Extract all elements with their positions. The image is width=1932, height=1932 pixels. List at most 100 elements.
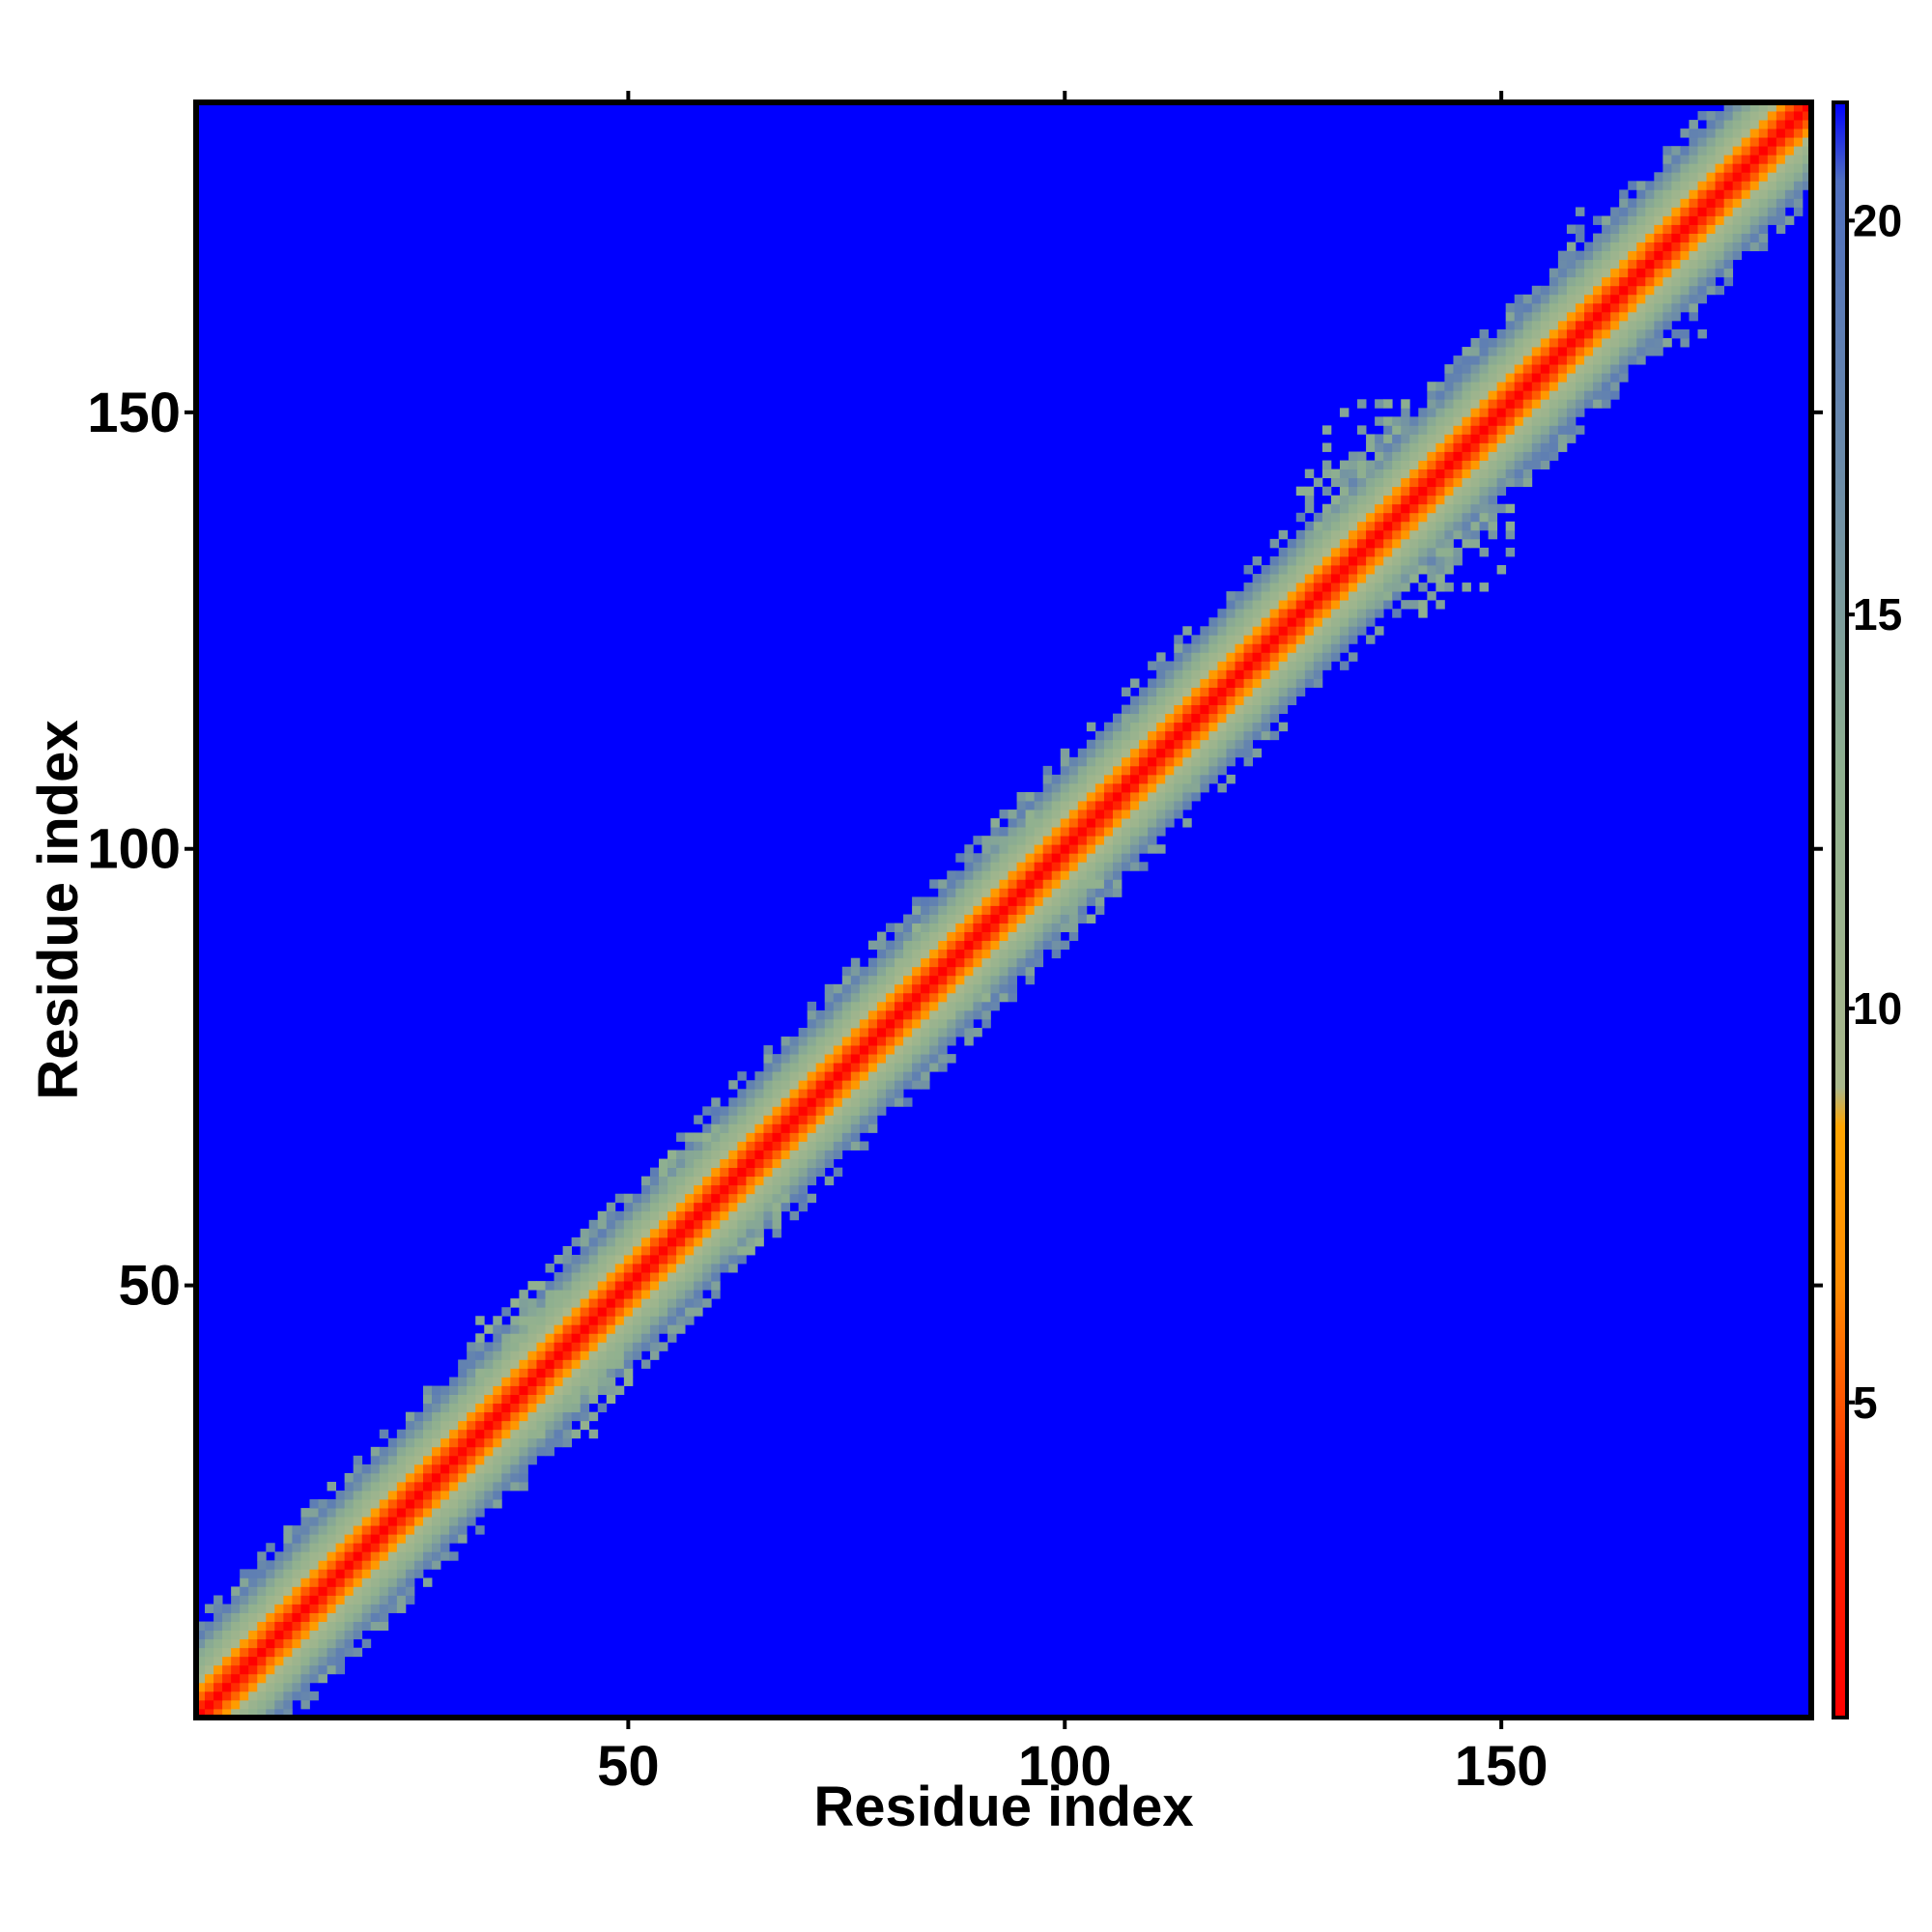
heatmap-cell (964, 1009, 974, 1020)
heatmap-cell (1689, 233, 1698, 243)
heatmap-cell (309, 1612, 319, 1622)
heatmap-cell (1139, 836, 1149, 845)
heatmap-cell (283, 1656, 293, 1666)
heatmap-cell (467, 1411, 476, 1422)
heatmap-cell (728, 1141, 738, 1151)
heatmap-cell (562, 1350, 573, 1360)
heatmap-cell (833, 1141, 843, 1151)
heatmap-cell (754, 1141, 764, 1151)
heatmap-cell (737, 1106, 747, 1116)
heatmap-cell (1330, 512, 1341, 523)
heatmap-cell (737, 1115, 747, 1124)
heatmap-cell (1479, 503, 1489, 514)
heatmap-cell (1723, 259, 1734, 270)
heatmap-cell (1339, 582, 1350, 592)
heatmap-cell (614, 1272, 625, 1282)
heatmap-cell (1321, 503, 1332, 514)
heatmap-cell (815, 1045, 826, 1055)
heatmap-cell (283, 1638, 293, 1649)
heatmap-cell (1139, 730, 1149, 741)
heatmap-cell (292, 1664, 301, 1675)
heatmap-cell (1435, 503, 1445, 514)
heatmap-cell (1130, 827, 1140, 837)
heatmap-cell (1584, 328, 1594, 339)
heatmap-cell (1522, 338, 1533, 348)
heatmap-cell (1042, 827, 1053, 837)
heatmap-cell (387, 1491, 398, 1500)
heatmap-cell (1383, 555, 1393, 566)
heatmap-cell (501, 1481, 511, 1492)
heatmap-cell (1008, 905, 1017, 915)
heatmap-cell (1776, 224, 1786, 234)
heatmap-cell (231, 1638, 241, 1649)
heatmap-cell (248, 1621, 258, 1632)
heatmap-cell (1103, 765, 1114, 776)
heatmap-cell (1375, 626, 1384, 636)
heatmap-cell (702, 1167, 712, 1178)
heatmap-cell (1016, 818, 1026, 828)
heatmap-cell (458, 1385, 468, 1395)
heatmap-cell (746, 1150, 755, 1159)
heatmap-cell (1749, 111, 1760, 121)
heatmap-cell (292, 1673, 301, 1684)
heatmap-cell (1409, 495, 1419, 505)
heatmap-cell (571, 1350, 582, 1360)
heatmap-cell (1269, 609, 1280, 618)
heatmap-cell (1278, 529, 1289, 540)
heatmap-cell (1514, 416, 1524, 426)
heatmap-cell (545, 1359, 554, 1369)
heatmap-cell (1295, 512, 1306, 523)
heatmap-cell (640, 1236, 651, 1247)
heatmap-cell (1357, 574, 1367, 583)
heatmap-cell (1758, 181, 1769, 190)
heatmap-cell (685, 1281, 695, 1291)
heatmap-cell (1174, 810, 1183, 819)
heatmap-cell (1418, 521, 1428, 531)
heatmap-cell (1392, 512, 1402, 523)
heatmap-cell (895, 1097, 904, 1107)
heatmap-cell (1130, 836, 1140, 845)
heatmap-cell (1784, 128, 1795, 138)
heatmap-cell (387, 1595, 398, 1605)
heatmap-cell (1008, 992, 1017, 1003)
heatmap-cell (501, 1342, 511, 1351)
heatmap-cell (1610, 320, 1620, 330)
heatmap-cell (1148, 748, 1157, 758)
heatmap-cell (1715, 120, 1725, 129)
heatmap-cell (467, 1359, 476, 1369)
heatmap-cell (1217, 643, 1227, 653)
heatmap-cell (623, 1254, 634, 1264)
heatmap-cell (519, 1403, 528, 1413)
heatmap-cell (824, 1106, 835, 1116)
heatmap-cell (1278, 555, 1289, 566)
heatmap-cell (327, 1481, 337, 1492)
heatmap-cell (1488, 521, 1498, 531)
heatmap-cell (1602, 320, 1611, 330)
heatmap-cell (1208, 626, 1218, 636)
heatmap-cell (571, 1281, 582, 1291)
heatmap-cell (606, 1298, 616, 1308)
heatmap-cell (1409, 425, 1419, 435)
heatmap-cell (772, 1123, 781, 1133)
heatmap-cell (1409, 547, 1419, 557)
heatmap-cell (1418, 529, 1428, 540)
heatmap-cell (379, 1569, 389, 1578)
heatmap-cell (1531, 425, 1542, 435)
heatmap-cell (1723, 128, 1734, 138)
heatmap-cell (807, 1141, 817, 1151)
heatmap-cell (973, 870, 982, 880)
heatmap-cell (344, 1551, 355, 1561)
heatmap-cell (737, 1254, 747, 1264)
heatmap-cell (1313, 512, 1323, 523)
heatmap-cell (1453, 408, 1463, 417)
heatmap-cell (213, 1656, 223, 1666)
heatmap-cell (449, 1455, 459, 1465)
heatmap-cell (798, 1123, 809, 1133)
heatmap-cell (929, 949, 939, 959)
heatmap-cell (196, 1699, 206, 1710)
heatmap-cell (1706, 137, 1716, 147)
heatmap-cell (702, 1219, 712, 1230)
heatmap-cell (964, 923, 974, 932)
heatmap-cell (973, 966, 982, 977)
